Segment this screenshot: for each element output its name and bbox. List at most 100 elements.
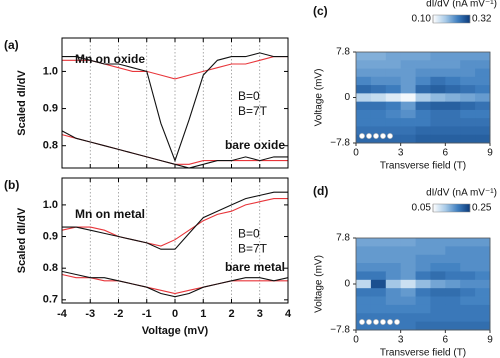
colorbar-label: dI/dV (nA mV⁻¹) (426, 188, 497, 199)
x-axis-label: Voltage (mV) (142, 325, 209, 337)
heat-cell (445, 93, 461, 103)
heat-cell (430, 93, 446, 103)
heat-cell (356, 304, 372, 314)
heat-cell (445, 101, 461, 111)
curve (61, 270, 289, 298)
heat-cell (385, 238, 402, 247)
x-tick-label: 4 (285, 308, 292, 320)
heat-cell (475, 109, 491, 119)
heat-cell (356, 52, 372, 61)
y-tick-label: 1.0 (43, 65, 58, 77)
heat-cell (415, 321, 431, 331)
heat-cell (385, 279, 402, 289)
heat-cell (445, 321, 461, 331)
heat-cell (460, 313, 476, 323)
heat-cell (475, 313, 491, 323)
y-tick-label: 0.8 (43, 262, 58, 274)
heat-cell (475, 246, 491, 256)
legend-entry: B=0 (238, 227, 260, 241)
heat-cell (385, 321, 402, 331)
heat-cell (475, 279, 491, 289)
heat-cell (475, 68, 491, 78)
heat-cell (445, 60, 461, 69)
colorbar-tick-label: 0.05 (412, 203, 432, 214)
y-tick-label: −7.8 (330, 325, 350, 336)
heat-cell (400, 246, 416, 256)
heat-cell (445, 118, 461, 127)
heat-cell (356, 238, 372, 247)
heat-cell (370, 76, 387, 86)
heat-cell (430, 296, 446, 306)
heat-cell (385, 118, 402, 127)
heat-cell (370, 254, 387, 264)
x-tick-label: 3 (398, 335, 404, 346)
heat-cell (400, 52, 416, 61)
curve (62, 52, 288, 163)
annotation: bare metal (225, 260, 285, 274)
heat-cell (475, 134, 491, 144)
heat-cell (385, 76, 402, 86)
heatmap (356, 52, 491, 144)
heat-cell (460, 296, 476, 306)
heat-cell (430, 321, 446, 331)
heat-cell (415, 76, 431, 86)
heat-cell (400, 304, 416, 314)
heat-cell (385, 263, 402, 272)
x-tick-label: 0 (353, 335, 359, 346)
heat-cell (415, 238, 431, 247)
heat-cell (356, 134, 372, 144)
heat-cell (370, 68, 387, 78)
heat-cell (356, 76, 372, 86)
heat-cell (400, 313, 416, 323)
heat-cell (400, 109, 416, 119)
heat-cell (385, 85, 402, 94)
heat-cell (400, 134, 416, 144)
heat-cell (445, 109, 461, 119)
y-tick-label: 0 (344, 279, 350, 290)
x-tick-label: 0 (172, 308, 178, 320)
heat-cell (445, 134, 461, 144)
y-axis-label: Voltage (mV) (314, 255, 325, 313)
heat-cell (370, 288, 387, 297)
heat-cell (370, 134, 387, 144)
heat-cell (475, 52, 491, 61)
heat-cell (385, 134, 402, 144)
heat-cell (460, 118, 476, 127)
heat-cell (460, 85, 476, 94)
annotation: bare oxide (225, 138, 285, 152)
heat-cell (460, 126, 476, 136)
x-tick-label: 1 (200, 308, 206, 320)
heat-cell (370, 296, 387, 306)
heat-cell (430, 118, 446, 127)
x-tick-label: 9 (487, 335, 493, 346)
heat-cell (415, 288, 431, 297)
heat-cell (356, 254, 372, 264)
heat-cell (415, 118, 431, 127)
y-axis-label: Scaled dI/dV (16, 70, 28, 136)
heat-cell (445, 288, 461, 297)
annotation: Mn on metal (75, 207, 145, 221)
heat-cell (475, 296, 491, 306)
heat-cell (460, 321, 476, 331)
y-tick-label: 7.8 (336, 47, 350, 58)
heat-cell (370, 101, 387, 111)
heat-cell (460, 68, 476, 78)
heat-cell (460, 93, 476, 103)
heat-cell (460, 101, 476, 111)
heat-cell (445, 238, 461, 247)
heat-cell (385, 296, 402, 306)
heat-cell (430, 101, 446, 111)
heat-cell (415, 313, 431, 323)
heat-cell (460, 52, 476, 61)
heat-cell (370, 279, 387, 289)
heat-cell (415, 68, 431, 78)
colorbar-tick-label: 0.32 (472, 14, 492, 25)
heat-cell (460, 134, 476, 144)
heat-cell (430, 304, 446, 314)
heat-cell (415, 296, 431, 306)
heat-cell (415, 263, 431, 272)
heat-cell (475, 271, 491, 281)
x-tick-label: 0 (353, 148, 359, 159)
heat-cell (430, 246, 446, 256)
